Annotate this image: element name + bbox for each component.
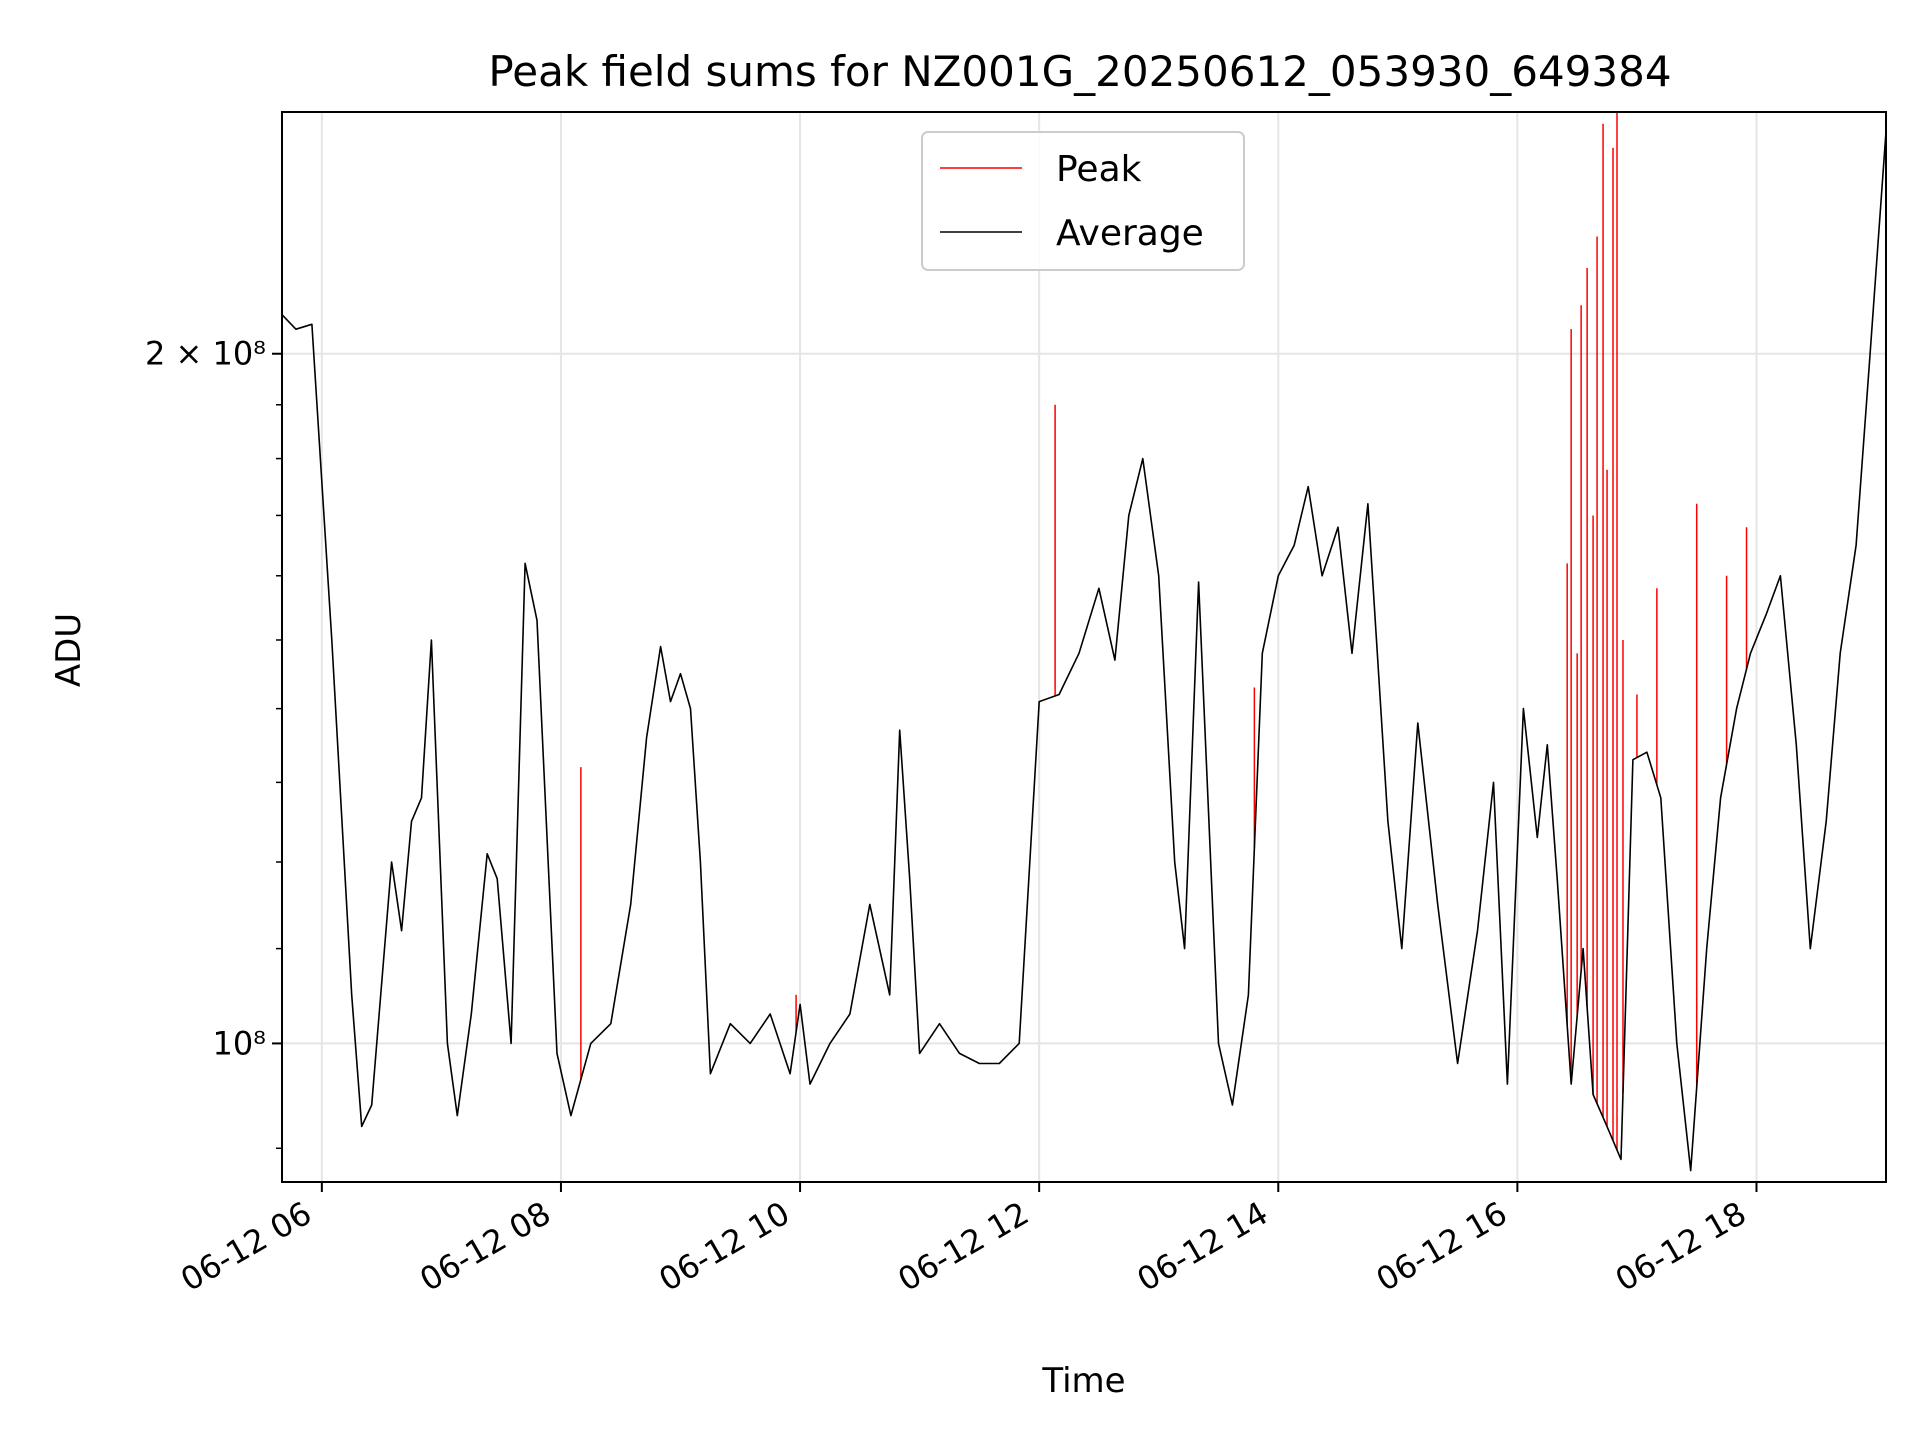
y-tick-label: 10⁸ (212, 1024, 266, 1062)
plot-frame (281, 111, 1887, 1183)
x-axis-label: Time (1041, 1361, 1125, 1401)
series-layer (281, 112, 1887, 1172)
average-series-line (281, 131, 1887, 1172)
grid (282, 112, 1886, 1182)
legend-average-label: Average (1056, 213, 1204, 254)
legend-box (921, 131, 1245, 271)
y-tick-label: 2 × 10⁸ (145, 335, 266, 373)
y-axis-label: ADU (49, 613, 89, 687)
legend: Peak Average (921, 131, 1245, 271)
chart-title: Peak field sums for NZ001G_20250612_0539… (488, 47, 1671, 96)
legend-peak-label: Peak (1056, 149, 1142, 190)
